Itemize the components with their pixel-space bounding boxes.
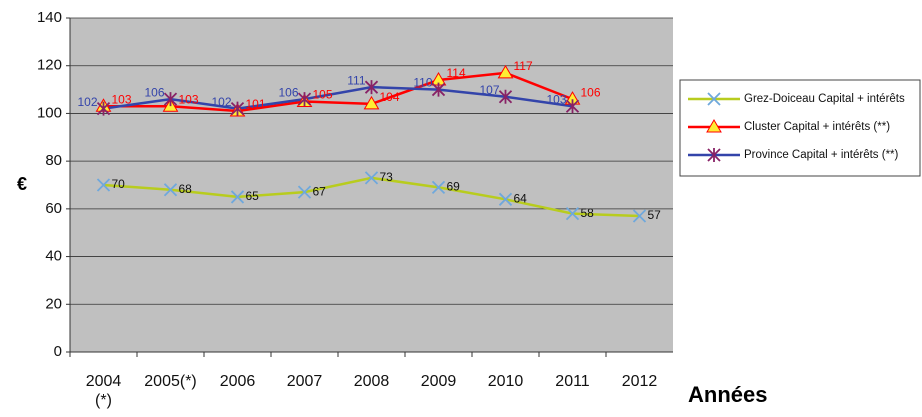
y-tick-label: 40 (45, 248, 62, 265)
data-label: 103 (179, 92, 199, 106)
data-label: 103 (546, 92, 566, 106)
marker (297, 185, 312, 199)
x-tick-label: 2012 (621, 373, 658, 390)
data-label: 102 (77, 95, 97, 109)
x-tick-label: 2010 (487, 373, 524, 390)
data-label: 101 (246, 97, 266, 111)
marker (498, 192, 513, 206)
data-label: 111 (347, 73, 366, 87)
x-tick-label: 2004 (*) (85, 373, 122, 409)
x-tick-label: 2007 (286, 373, 323, 390)
data-label: 102 (211, 95, 231, 109)
marker (96, 178, 111, 192)
marker (363, 95, 380, 110)
marker (565, 99, 580, 114)
y-tick-label: 20 (45, 295, 62, 312)
y-tick-label: 80 (45, 152, 62, 169)
marker (163, 92, 178, 107)
plot-area (70, 18, 673, 352)
data-label: 68 (179, 182, 193, 196)
data-label: 106 (278, 85, 298, 99)
marker (565, 206, 580, 221)
marker (230, 101, 245, 116)
marker (364, 171, 379, 185)
data-label: 70 (112, 177, 126, 191)
marker (498, 89, 513, 104)
data-label: 64 (514, 191, 528, 205)
data-label: 69 (447, 180, 461, 194)
data-label: 65 (246, 189, 260, 203)
x-tick-label: 2008 (353, 373, 390, 390)
data-label: 58 (581, 206, 595, 220)
x-tick-label: 2006 (219, 373, 256, 390)
y-axis-label: € (17, 174, 27, 194)
x-tick-label: 2005(*) (144, 373, 197, 390)
data-label: 106 (581, 85, 601, 99)
x-tick-label: 2009 (420, 373, 457, 390)
data-label: 67 (313, 184, 327, 198)
marker (497, 64, 514, 79)
marker (707, 92, 721, 106)
legend-label: Cluster Capital + intérêts (**) (744, 121, 890, 133)
y-tick-label: 0 (54, 343, 62, 360)
data-label: 57 (648, 208, 662, 222)
marker (707, 148, 721, 162)
legend-label: Province Capital + intérêts (**) (744, 149, 899, 161)
marker (230, 190, 245, 204)
y-tick-label: 140 (37, 9, 62, 26)
y-tick-label: 120 (37, 57, 62, 74)
data-label: 114 (447, 66, 466, 80)
series-line (103, 85, 573, 110)
data-label: 107 (479, 83, 499, 97)
marker (297, 92, 312, 107)
marker (96, 101, 111, 116)
y-tick-label: 60 (45, 200, 62, 217)
marker (431, 82, 446, 97)
data-label: 117 (514, 59, 533, 73)
marker (163, 183, 178, 197)
marker (364, 80, 379, 95)
data-label: 103 (112, 92, 132, 106)
data-label: 110 (413, 76, 432, 90)
data-label: 106 (144, 85, 164, 99)
legend-label: Grez-Doiceau Capital + intérêts (744, 93, 905, 105)
x-axis-label: Années (688, 382, 767, 407)
y-tick-label: 100 (37, 104, 62, 121)
data-label: 104 (380, 90, 400, 104)
marker (706, 119, 722, 133)
data-label: 105 (313, 88, 333, 102)
marker (431, 180, 446, 195)
x-tick-label: 2011 (555, 373, 590, 390)
series-line (103, 71, 573, 113)
marker (632, 209, 647, 223)
data-label: 73 (380, 170, 394, 184)
